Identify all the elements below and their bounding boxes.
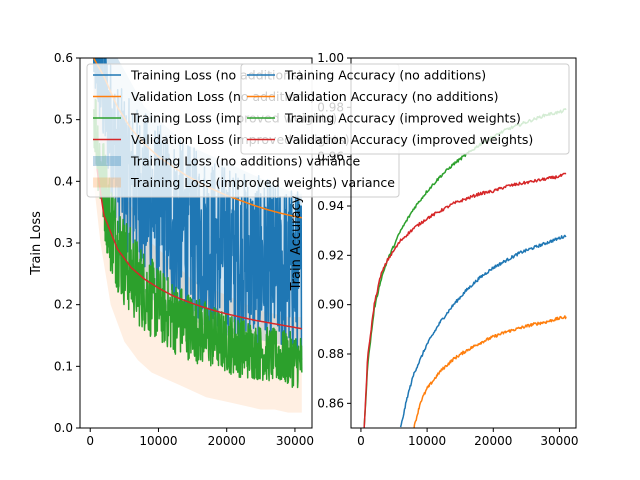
loss-y-tick-label: 0.0 — [54, 421, 73, 435]
loss-x-tick-label: 30000 — [276, 434, 314, 448]
series-validation-loss-improved-weights — [96, 168, 302, 330]
accuracy-y-tick-label: 0.86 — [317, 396, 344, 410]
loss-x-tick-label: 20000 — [208, 434, 246, 448]
loss-y-tick-label: 0.1 — [54, 359, 73, 373]
loss-legend-label: Training Loss (no additions) variance — [130, 154, 361, 169]
loss-y-tick-label: 0.5 — [54, 113, 73, 127]
series-training-loss-improved-weights — [92, 98, 303, 389]
accuracy-y-tick-label: 0.94 — [317, 199, 344, 213]
train-loss-ticks: 0 10000 20000 30000 0.0 0.1 0.2 0.3 0.4 0.5 0.6 — [54, 51, 314, 448]
loss-x-tick-label: 0 — [86, 434, 94, 448]
loss-x-tick-label: 10000 — [139, 434, 177, 448]
accuracy-y-tick-label: 1.00 — [317, 51, 344, 65]
loss-y-tick-label: 0.3 — [54, 236, 73, 250]
accuracy-y-tick-label: 0.88 — [317, 347, 344, 361]
accuracy-x-tick-label: 10000 — [408, 434, 446, 448]
accuracy-legend-label: Training Accuracy (no additions) — [284, 68, 486, 83]
accuracy-y-tick-label: 0.90 — [317, 298, 344, 312]
accuracy-legend-label: Validation Accuracy (improved weights) — [285, 132, 533, 147]
accuracy-x-tick-label: 0 — [357, 434, 365, 448]
accuracy-x-tick-label: 20000 — [474, 434, 512, 448]
accuracy-legend-box — [240, 63, 570, 155]
train-loss-y-axis-label: Train Loss — [29, 211, 44, 276]
series-validation-accuracy-no-additions — [413, 315, 567, 428]
train-accuracy-y-axis-label: Train Accuracy — [289, 195, 304, 291]
accuracy-x-tick-label: 30000 — [540, 434, 578, 448]
loss-y-tick-label: 0.6 — [54, 51, 73, 65]
accuracy-legend-label: Validation Accuracy (no additions) — [285, 89, 499, 104]
train-accuracy-legend: Training Accuracy (no additions) Validati… — [240, 63, 570, 155]
loss-y-tick-label: 0.2 — [54, 298, 73, 312]
train-accuracy-axes-frame — [350, 57, 577, 429]
loss-y-tick-label: 0.4 — [54, 174, 73, 188]
loss-legend-swatch — [93, 156, 121, 166]
train-accuracy-chart: 0 10000 20000 300000.860.880.900.920.940.96… — [240, 51, 579, 448]
loss-legend-swatch — [93, 177, 121, 188]
series-validation-accuracy-improved-weights — [363, 172, 567, 428]
series-training-accuracy-no-additions — [399, 234, 567, 428]
accuracy-legend-label: Training Accuracy (improved weights) — [284, 111, 521, 126]
loss-legend-label: Training Loss (improved weights) varianc… — [130, 175, 395, 190]
accuracy-y-tick-label: 0.92 — [317, 248, 344, 262]
